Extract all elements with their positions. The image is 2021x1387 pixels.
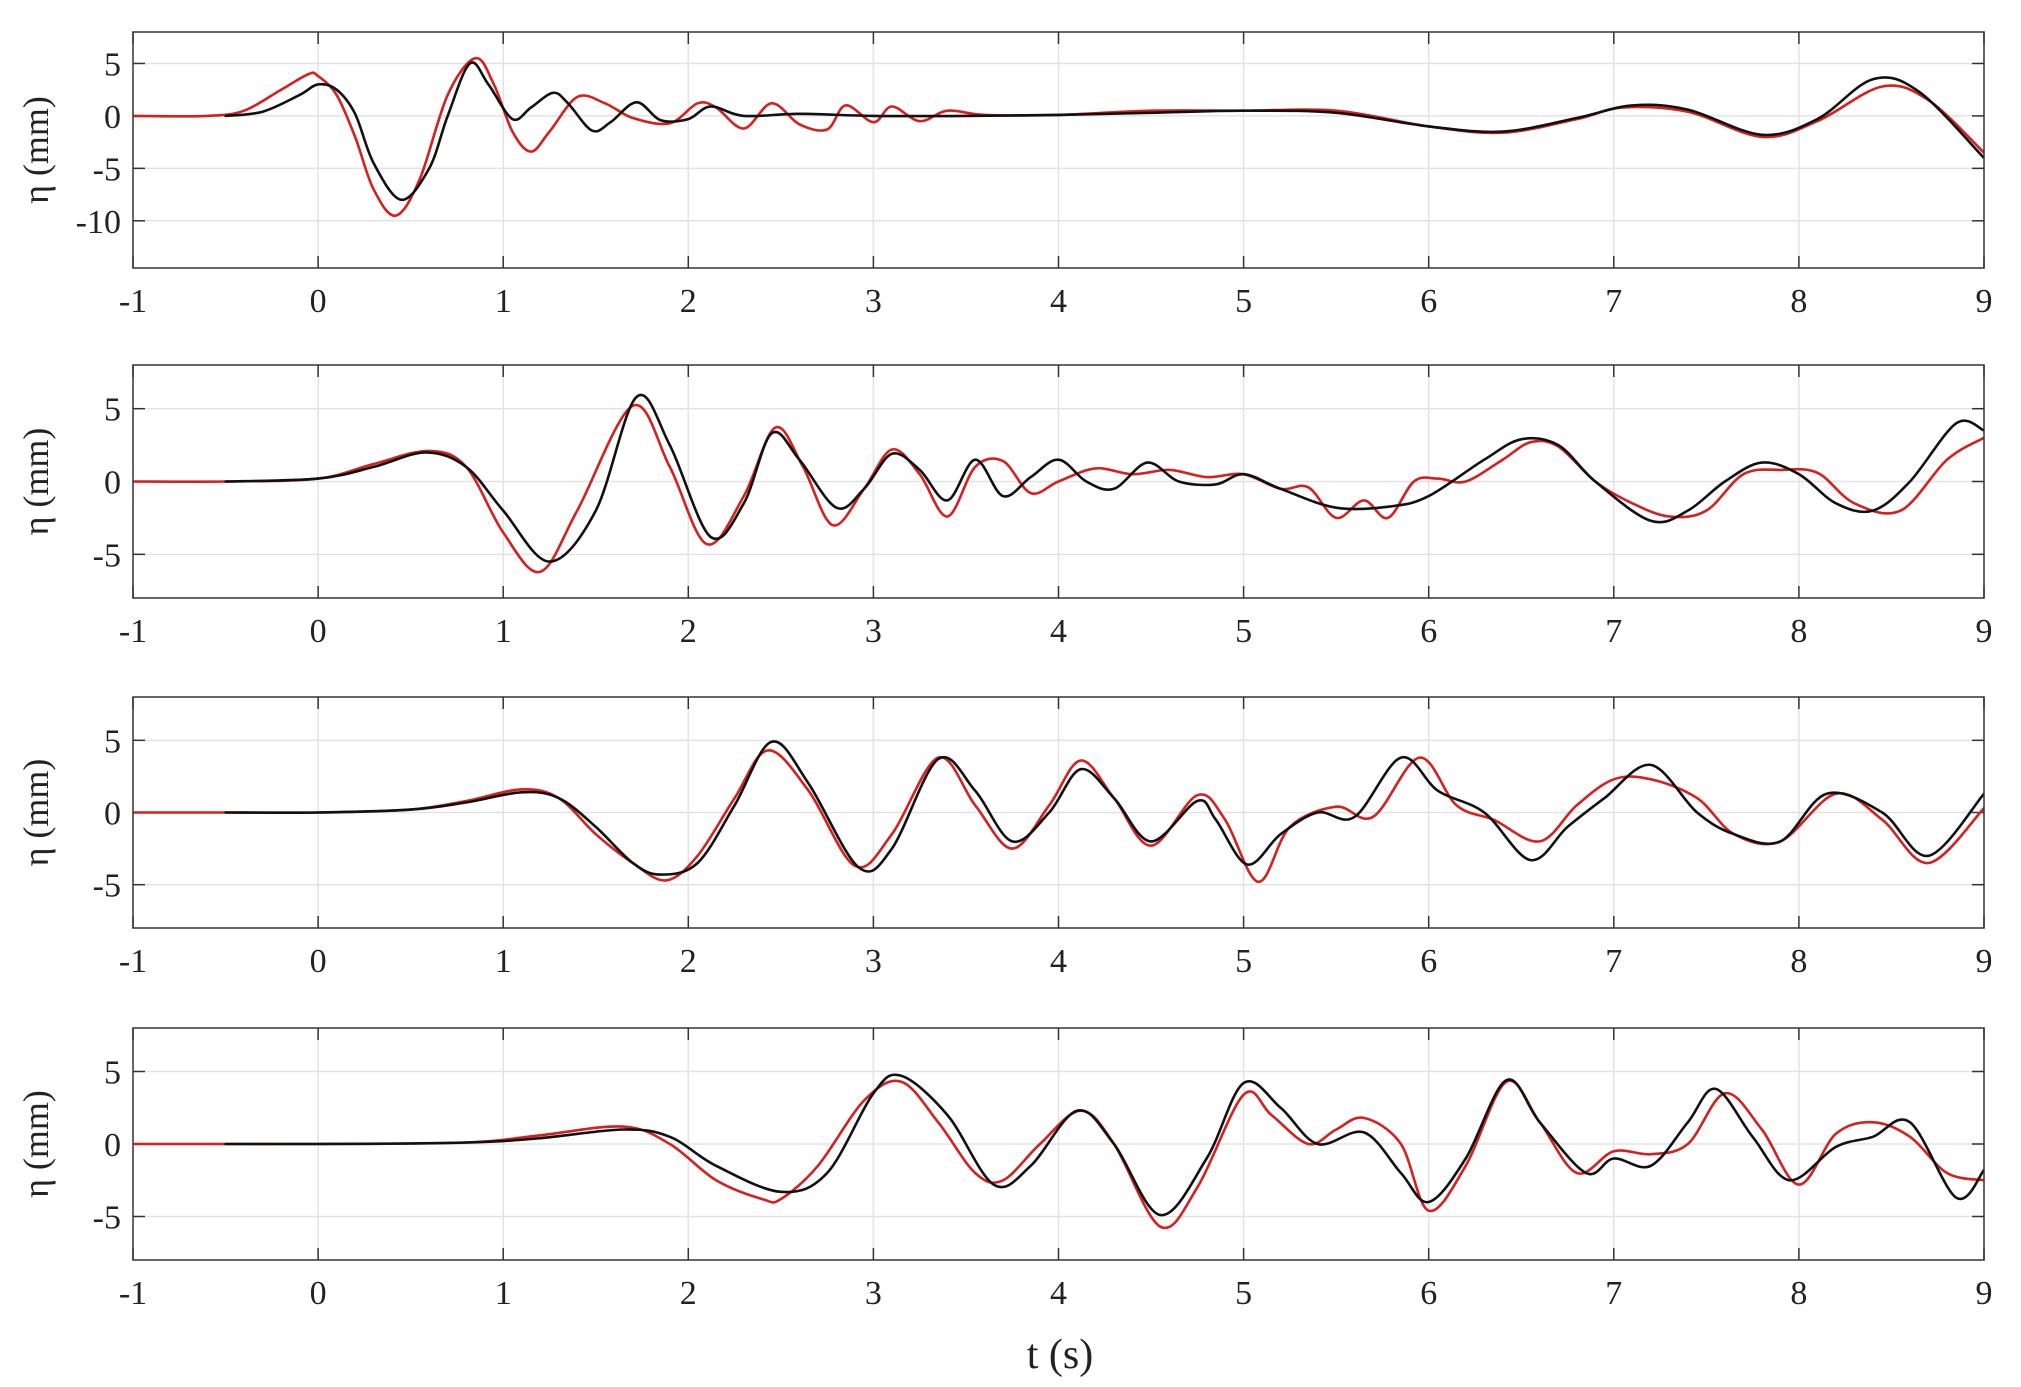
x-tick-label: 0: [310, 613, 327, 650]
axes-frame: [132, 31, 1985, 269]
x-tick-label: 7: [1605, 283, 1622, 320]
x-tick-label: 3: [865, 613, 882, 650]
x-tick-label: -1: [119, 1275, 147, 1312]
y-tick-label: 5: [104, 1055, 121, 1092]
axes-frame: [132, 696, 1985, 929]
x-tick-label: 3: [865, 943, 882, 980]
y-tick-label: 0: [104, 465, 121, 502]
x-tick-label: 8: [1790, 943, 1807, 980]
y-axis-label: η (mm): [16, 759, 56, 867]
x-tick-label: 4: [1050, 283, 1067, 320]
series-line-black: [224, 393, 1984, 563]
x-tick-label: 6: [1420, 943, 1437, 980]
series-group: [133, 56, 1984, 217]
x-tick-label: 7: [1605, 613, 1622, 650]
x-tick-label: 9: [1976, 1275, 1993, 1312]
x-tick-label: 9: [1976, 283, 1993, 320]
series-line-black: [224, 61, 1984, 202]
x-tick-label: 4: [1050, 613, 1067, 650]
y-tick-label: 0: [104, 796, 121, 833]
x-tick-label: 7: [1605, 1275, 1622, 1312]
series-group: [133, 1073, 1984, 1230]
x-tick-label: 8: [1790, 283, 1807, 320]
x-tick-label: 9: [1976, 613, 1993, 650]
panels: -1 0 1 2 3 4 5 6 7 8 950-5-10η (mm)-1 0 1 2 3 4 5 6 7 8 950-…: [16, 31, 1993, 1312]
panel-1: -1 0 1 2 3 4 5 6 7 8 950-5-10η (mm): [16, 31, 1993, 320]
axes-frame: [132, 364, 1985, 599]
x-tick-label: 5: [1235, 283, 1252, 320]
axes-frame: [132, 1027, 1985, 1261]
series-line-black: [224, 1073, 1984, 1217]
panel-3: -1 0 1 2 3 4 5 6 7 8 9 5 0 -5 η (mm): [16, 696, 1993, 980]
x-tick-label: 0: [310, 283, 327, 320]
x-tick-label: 1: [495, 943, 512, 980]
y-axis-label: η (mm): [16, 428, 56, 536]
panel-2: -1 0 1 2 3 4 5 6 7 8 9 5 0 -5 η (mm): [16, 364, 1993, 650]
x-tick-label: 0: [310, 943, 327, 980]
series-group: [133, 740, 1984, 884]
x-tick-label: 5: [1235, 1275, 1252, 1312]
x-tick-label: 8: [1790, 1275, 1807, 1312]
panel-4: -1 0 1 2 3 4 5 6 7 8 9 5 0 -5 η (mm): [16, 1027, 1993, 1312]
x-tick-label: 1: [495, 1275, 512, 1312]
x-tick-label: 6: [1420, 1275, 1437, 1312]
series-group: [133, 393, 1984, 574]
y-tick-label: 5: [104, 46, 121, 83]
x-tick-label: 0: [310, 1275, 327, 1312]
x-tick-label: 2: [680, 613, 697, 650]
series-line-black: [224, 740, 1984, 876]
x-tick-label: -1: [119, 943, 147, 980]
x-tick-label: 5: [1235, 943, 1252, 980]
y-tick-label: -5: [93, 151, 121, 188]
y-tick-label: 0: [104, 1127, 121, 1164]
series-line-red: [133, 403, 1984, 574]
y-tick-label: -5: [93, 1200, 121, 1237]
x-tick-label: 2: [680, 283, 697, 320]
series-line-red: [133, 1079, 1984, 1230]
y-tick-label: 0: [104, 99, 121, 136]
y-tick-label: -5: [93, 537, 121, 574]
x-tick-label: 7: [1605, 943, 1622, 980]
x-tick-label: -1: [119, 613, 147, 650]
y-tick-label: 5: [104, 392, 121, 429]
y-axis-label: η (mm): [16, 1090, 56, 1198]
x-tick-label: -1: [119, 283, 147, 320]
x-tick-label: 3: [865, 1275, 882, 1312]
x-tick-label: 9: [1976, 943, 1993, 980]
x-tick-label: 8: [1790, 613, 1807, 650]
x-tick-label: 2: [680, 943, 697, 980]
x-tick-label: 3: [865, 283, 882, 320]
y-tick-label: -10: [76, 204, 121, 241]
x-tick-label: 6: [1420, 613, 1437, 650]
x-tick-label: 5: [1235, 613, 1252, 650]
x-axis-label: t (s): [1027, 1332, 1094, 1378]
x-tick-label: 6: [1420, 283, 1437, 320]
y-tick-label: -5: [93, 868, 121, 905]
x-tick-label: 4: [1050, 1275, 1067, 1312]
x-tick-label: 1: [495, 283, 512, 320]
y-axis-label: η (mm): [16, 96, 56, 204]
x-tick-label: 1: [495, 613, 512, 650]
x-tick-label: 2: [680, 1275, 697, 1312]
x-tick-label: 4: [1050, 943, 1067, 980]
y-tick-label: 5: [104, 723, 121, 760]
